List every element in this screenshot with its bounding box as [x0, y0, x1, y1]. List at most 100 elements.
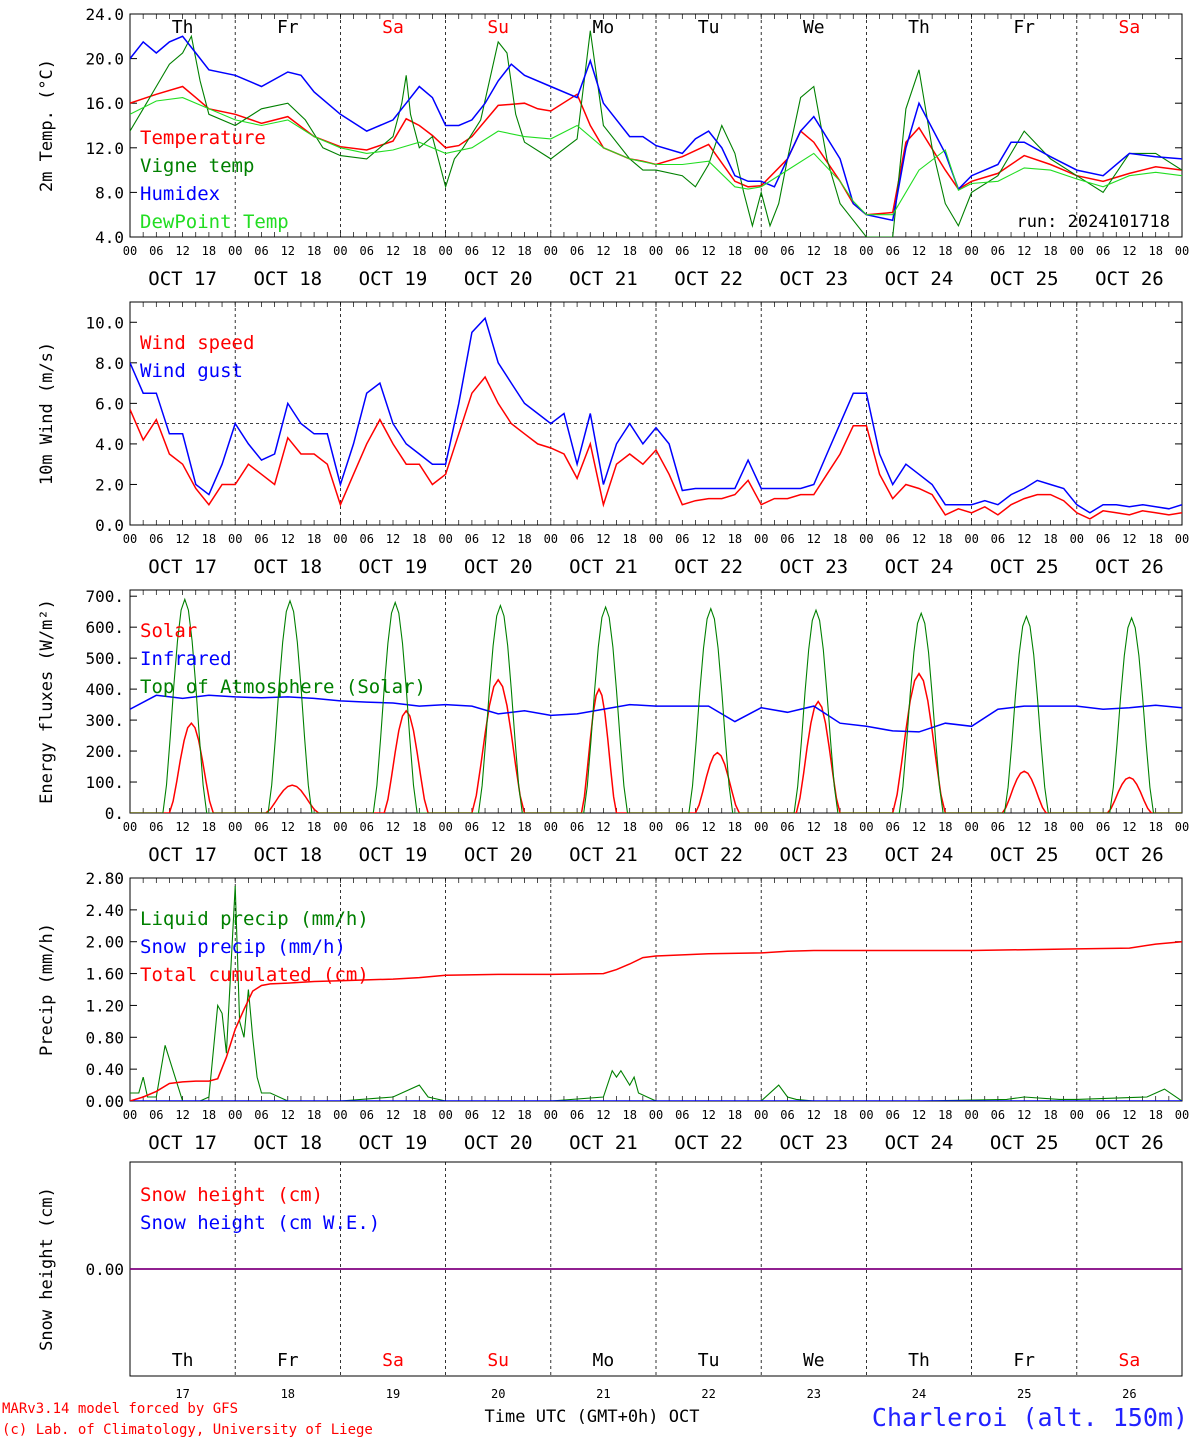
hour-label: 18 [307, 1108, 321, 1122]
hour-label: 00 [964, 244, 978, 258]
hour-label: 12 [596, 820, 610, 834]
y-tick-label: 8.0 [95, 354, 124, 373]
hour-label: 12 [701, 1108, 715, 1122]
hour-label: 00 [1175, 1108, 1189, 1122]
hour-label: 12 [175, 244, 189, 258]
weekday-label: Fr [1013, 17, 1035, 38]
series-line [130, 30, 1182, 237]
date-label: OCT 25 [990, 844, 1059, 866]
hour-label: 00 [964, 532, 978, 546]
series-line [130, 97, 1182, 216]
hour-label: 00 [228, 244, 242, 258]
series-line [130, 375, 1182, 520]
hour-label: 12 [807, 1108, 821, 1122]
y-tick-label: 12.0 [85, 139, 124, 158]
hour-label: 18 [938, 820, 952, 834]
hour-label: 06 [359, 1108, 373, 1122]
date-number: 21 [596, 1387, 610, 1401]
hour-label: 06 [254, 244, 268, 258]
date-label: OCT 20 [464, 844, 533, 866]
hour-label: 12 [386, 1108, 400, 1122]
hour-label: 12 [912, 244, 926, 258]
y-tick-label: 4.0 [95, 435, 124, 454]
hour-label: 06 [1096, 820, 1110, 834]
panel-energy: 0. 100. 200. 300. 400. 500. 600. 700. Energy flu… [37, 587, 1189, 866]
hour-label: 18 [833, 1108, 847, 1122]
hour-label: 00 [438, 1108, 452, 1122]
date-label: OCT 21 [569, 556, 638, 578]
date-label: OCT 20 [464, 1132, 533, 1154]
hour-label: 06 [991, 244, 1005, 258]
hour-label: 12 [701, 244, 715, 258]
panel-precip: 0.00 0.40 0.80 1.20 1.60 2.00 2.40 2.80 Precip (… [37, 869, 1189, 1154]
hour-label: 00 [754, 1108, 768, 1122]
date-label: OCT 21 [569, 844, 638, 866]
y-tick-label: 400. [85, 680, 124, 699]
hour-label: 06 [991, 820, 1005, 834]
weekday-label: Sa [382, 1350, 404, 1371]
date-label: OCT 24 [885, 844, 954, 866]
series-line [130, 694, 1182, 733]
hour-label: 00 [1070, 244, 1084, 258]
hour-label: 00 [649, 532, 663, 546]
hour-label: 18 [517, 244, 531, 258]
hour-label: 00 [1175, 820, 1189, 834]
weekday-label: We [803, 1350, 825, 1371]
hour-label: 18 [1148, 1108, 1162, 1122]
hour-label: 12 [912, 1108, 926, 1122]
hour-label: 18 [728, 1108, 742, 1122]
hour-label: 18 [412, 244, 426, 258]
hour-label: 06 [675, 244, 689, 258]
hour-label: 18 [1148, 244, 1162, 258]
hour-label: 00 [333, 820, 347, 834]
hour-label: 06 [885, 532, 899, 546]
hour-label: 12 [912, 532, 926, 546]
weekday-label: We [803, 17, 825, 38]
weekday-label: Fr [1013, 1350, 1035, 1371]
hour-label: 00 [333, 532, 347, 546]
hour-label: 12 [491, 532, 505, 546]
date-number: 19 [386, 1387, 400, 1401]
hour-label: 00 [333, 244, 347, 258]
hour-label: 06 [359, 820, 373, 834]
hour-label: 12 [1017, 1108, 1031, 1122]
hour-label: 00 [649, 1108, 663, 1122]
hour-label: 06 [675, 820, 689, 834]
date-label: OCT 23 [779, 268, 848, 290]
hour-label: 12 [912, 820, 926, 834]
y-tick-label: 4.0 [95, 228, 124, 247]
date-label: OCT 19 [359, 268, 428, 290]
date-label: OCT 24 [885, 1132, 954, 1154]
lab-credit: (c) Lab. of Climatology, University of L… [2, 1422, 373, 1438]
hour-label: 18 [728, 820, 742, 834]
hour-label: 18 [622, 1108, 636, 1122]
hour-label: 00 [438, 820, 452, 834]
legend-entry: Snow precip (mm/h) [140, 936, 346, 958]
hour-label: 00 [859, 820, 873, 834]
date-label: OCT 22 [674, 268, 743, 290]
hour-label: 12 [491, 1108, 505, 1122]
hour-label: 00 [964, 820, 978, 834]
hour-label: 18 [1043, 532, 1057, 546]
hour-label: 00 [123, 1108, 137, 1122]
y-tick-label: 100. [85, 773, 124, 792]
hour-label: 18 [1148, 820, 1162, 834]
hour-label: 00 [228, 1108, 242, 1122]
date-label: OCT 25 [990, 1132, 1059, 1154]
hour-label: 00 [544, 532, 558, 546]
y-tick-label: 0.00 [85, 1260, 124, 1279]
date-label: OCT 25 [990, 268, 1059, 290]
hour-label: 06 [780, 244, 794, 258]
hour-label: 06 [1096, 1108, 1110, 1122]
weekday-label: Th [908, 1350, 930, 1371]
y-axis-label: 2m Temp. (°C) [37, 59, 57, 192]
y-tick-label: 2.80 [85, 869, 124, 888]
hour-label: 18 [307, 532, 321, 546]
hour-label: 06 [149, 244, 163, 258]
date-label: OCT 23 [779, 1132, 848, 1154]
hour-label: 12 [807, 244, 821, 258]
date-number: 17 [175, 1387, 189, 1401]
panel-temperature: 4.0 8.0 12.0 16.0 20.0 24.0 2m Temp. (°C) Th Fr S… [37, 5, 1189, 290]
hour-label: 18 [728, 532, 742, 546]
hour-label: 12 [1122, 820, 1136, 834]
